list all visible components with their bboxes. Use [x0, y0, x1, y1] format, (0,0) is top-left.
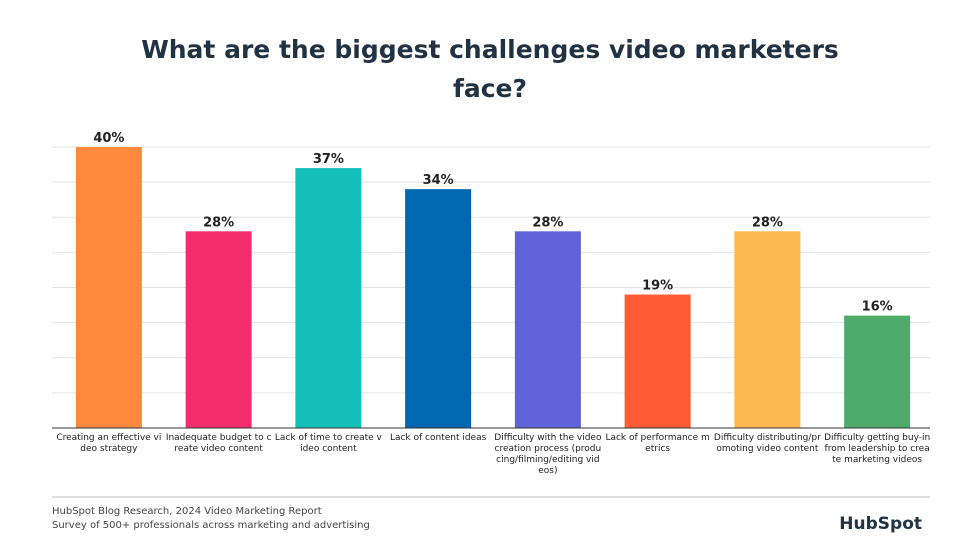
bar: [624, 294, 691, 428]
x-tick-label: Lack of time to create video content: [274, 433, 382, 454]
value-label: 40%: [93, 131, 124, 146]
bar: [734, 231, 801, 428]
bar: [295, 168, 362, 428]
x-tick-label: Difficulty with the video creation proce…: [494, 433, 602, 476]
x-tick-label: Lack of content ideas: [389, 433, 487, 443]
x-tick-label: Lack of performance metrics: [605, 433, 710, 454]
x-tick-label: Difficulty getting buy-in from leadershi…: [824, 433, 931, 465]
x-tick-label: Creating an effective video strategy: [56, 433, 162, 454]
value-label: 19%: [642, 279, 673, 294]
bar: [514, 231, 581, 428]
bar: [75, 147, 142, 428]
x-tick-label: Difficulty distributing/promoting video …: [713, 433, 821, 454]
value-label: 28%: [532, 215, 563, 230]
source-line: HubSpot Blog Research, 2024 Video Market…: [52, 506, 322, 517]
value-label: 37%: [313, 152, 344, 167]
value-label: 16%: [862, 300, 893, 315]
value-label: 28%: [752, 215, 783, 230]
value-label: 28%: [203, 215, 234, 230]
bar: [405, 189, 472, 428]
chart-title: What are the biggest challenges video ma…: [141, 35, 839, 103]
bar: [185, 231, 252, 428]
bar: [844, 315, 911, 428]
logo: HubSpot: [839, 514, 922, 534]
value-label: 34%: [423, 173, 454, 188]
x-tick-label: Inadequate budget to create video conten…: [165, 433, 272, 454]
source-line: Survey of 500+ professionals across mark…: [52, 520, 370, 531]
